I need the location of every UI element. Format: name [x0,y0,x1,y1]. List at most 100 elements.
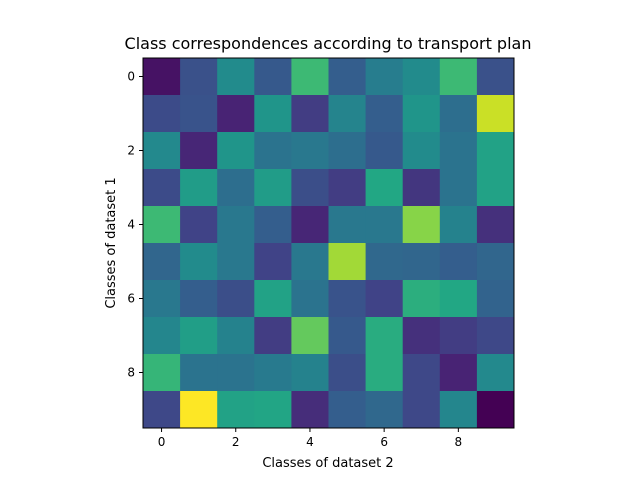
heatmap-cell [439,391,478,429]
heatmap-cell [217,317,255,355]
heatmap-cell [217,206,255,244]
heatmap-cell [402,132,441,170]
x-tick-label: 8 [455,435,463,449]
y-tick-label: 6 [127,292,135,306]
x-tick-label: 4 [306,435,314,449]
heatmap-cell [180,206,218,244]
y-tick-label: 2 [127,144,135,158]
heatmap-cell [365,391,404,429]
heatmap-cell [217,354,255,392]
heatmap-cell [476,354,515,392]
heatmap-cell [476,169,515,207]
heatmap-cell [143,280,181,318]
heatmap-cell [143,95,181,133]
heatmap-cell [254,354,292,392]
heatmap-cell [365,95,404,133]
heatmap-cell [328,132,366,170]
heatmap-cell [439,280,478,318]
heatmap-cell [328,317,366,355]
heatmap-cell [328,391,366,429]
heatmap-cell [402,169,441,207]
heatmap-cell [180,354,218,392]
heatmap-cell [476,243,515,281]
heatmap-cell [476,391,515,429]
heatmap-cell [402,206,441,244]
heatmap-cell [217,58,255,96]
heatmap-cell [402,317,441,355]
heatmap-cell [402,280,441,318]
heatmap-cell [439,206,478,244]
heatmap-cell [365,169,404,207]
heatmap-cell [217,132,255,170]
heatmap-cell [180,280,218,318]
heatmap-cell [328,354,366,392]
heatmap-cell [180,243,218,281]
heatmap-cell [143,206,181,244]
x-tick-label: 6 [380,435,388,449]
heatmap-cell [291,354,329,392]
heatmap-cell [439,354,478,392]
heatmap-cell [143,58,181,96]
heatmap-cell [254,169,292,207]
heatmap-cell [439,169,478,207]
heatmap-cell [180,132,218,170]
heatmap-cell [402,391,441,429]
heatmap-cell [439,95,478,133]
heatmap-cell [328,95,366,133]
heatmap-cell [365,243,404,281]
heatmap-cell [439,243,478,281]
heatmap-cell [217,391,255,429]
heatmap-cell [291,317,329,355]
heatmap-cell [328,206,366,244]
heatmap-cell [328,280,366,318]
heatmap-cell [476,280,515,318]
x-axis-label: Classes of dataset 2 [262,456,393,471]
heatmap-cell [217,280,255,318]
heatmap-cell [254,132,292,170]
heatmap-cell [402,58,441,96]
heatmap-cell [365,280,404,318]
heatmap-cell [217,243,255,281]
heatmap-cell [180,391,218,429]
heatmap-cell [291,280,329,318]
heatmap-cell [254,95,292,133]
y-tick-label: 4 [127,218,135,232]
heatmap-cell [291,58,329,96]
heatmap-cell [328,243,366,281]
heatmap-cell [143,132,181,170]
heatmap-cell [291,206,329,244]
heatmap-cell [143,354,181,392]
heatmap-cell [476,132,515,170]
heatmap-cell [143,317,181,355]
heatmap-cell [476,317,515,355]
heatmap-cell [402,354,441,392]
heatmap-cell [365,206,404,244]
plot-frame [142,57,515,429]
heatmap-cell [291,132,329,170]
heatmap-cell [439,132,478,170]
heatmap-cell [180,58,218,96]
heatmap-cell [439,317,478,355]
heatmap-cell [143,169,181,207]
y-axis-ticks: 0 2 4 6 8 [127,70,143,380]
heatmap-cell [402,95,441,133]
heatmap-cells [143,58,515,429]
heatmap-cell [439,58,478,96]
y-tick-label: 8 [127,366,135,380]
x-tick-label: 0 [158,435,166,449]
heatmap-cell [254,206,292,244]
heatmap-cell [143,391,181,429]
heatmap-cell [254,280,292,318]
heatmap-cell [365,354,404,392]
chart-title: Class correspondences according to trans… [125,34,532,53]
heatmap-cell [328,58,366,96]
heatmap-cell [476,58,515,96]
x-axis-ticks: 0 2 4 6 8 [158,428,462,449]
heatmap-cell [402,243,441,281]
heatmap-cell [365,132,404,170]
heatmap-cell [291,95,329,133]
y-tick-label: 0 [127,70,135,84]
y-axis-label: Classes of dataset 1 [104,177,119,308]
heatmap-cell [328,169,366,207]
